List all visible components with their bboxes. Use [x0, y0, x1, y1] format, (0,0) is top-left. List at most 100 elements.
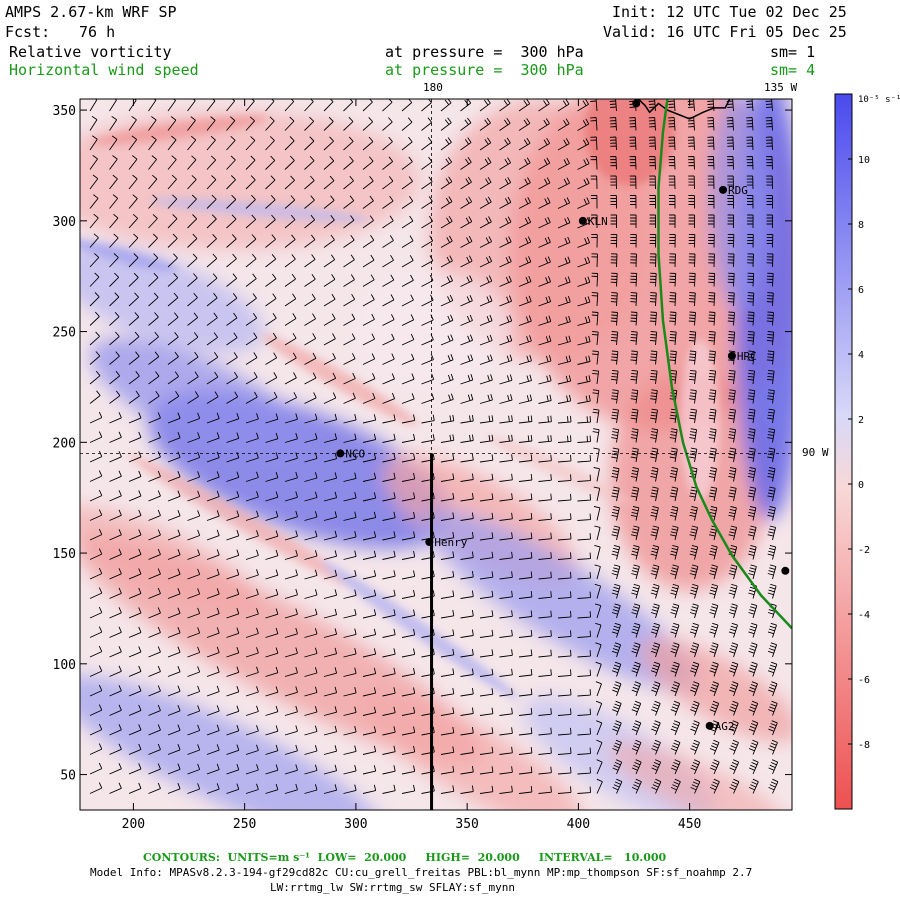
wind-barb: [765, 156, 773, 170]
wind-barb: [631, 583, 641, 599]
wind-barb: [128, 390, 140, 404]
wind-barb: [577, 474, 591, 482]
wind-barb: [323, 472, 338, 482]
wind-barb: [499, 727, 513, 736]
wind-barb: [362, 550, 377, 560]
wind-barb: [538, 295, 552, 307]
wind-barb: [499, 551, 513, 560]
wind-barb: [670, 681, 680, 697]
wind-barb: [109, 782, 122, 794]
wind-barb: [593, 447, 600, 463]
wind-barb: [630, 486, 640, 502]
wind-barb: [689, 467, 698, 482]
wind-barb: [128, 568, 142, 580]
wind-barb: [499, 571, 513, 580]
wind-barb: [708, 467, 717, 482]
wind-barb: [669, 428, 678, 443]
wind-barb: [460, 157, 472, 170]
wind-barb: [590, 99, 598, 112]
wind-barb: [538, 137, 551, 151]
wind-barb: [206, 273, 218, 287]
wind-barb: [148, 135, 157, 151]
wind-barb: [343, 413, 357, 424]
wind-barb: [109, 331, 120, 346]
wind-barb: [479, 571, 494, 580]
wind-barb: [499, 629, 513, 638]
wind-barb: [610, 233, 618, 248]
station-marker: [719, 185, 728, 194]
wind-barb: [557, 315, 571, 326]
wind-barb: [707, 195, 715, 209]
wind-barb: [362, 333, 376, 346]
model-title: AMPS 2.67-km WRF SP: [5, 3, 177, 21]
wind-barb: [187, 194, 197, 209]
wind-barb: [440, 726, 455, 736]
wind-barb: [323, 530, 338, 541]
wind-barb: [167, 233, 178, 248]
wind-barb: [284, 491, 298, 502]
wind-barb: [499, 137, 511, 151]
wind-barb: [577, 355, 591, 365]
wind-barb: [479, 216, 492, 229]
wind-barb: [128, 174, 138, 190]
wind-barb: [226, 510, 240, 521]
wind-barb: [767, 642, 778, 658]
wind-barb: [206, 292, 218, 307]
wind-barb: [766, 175, 773, 190]
wind-barb: [557, 197, 571, 209]
wind-barb: [609, 136, 617, 151]
wind-barb: [479, 512, 494, 521]
wind-barb: [557, 747, 572, 755]
wind-barb: [577, 435, 591, 443]
wind-barb: [226, 253, 237, 268]
wind-barb: [440, 99, 452, 112]
wind-barb: [245, 608, 259, 619]
wind-barb: [479, 196, 492, 209]
wind-barb: [206, 432, 220, 443]
wind-barb: [167, 783, 181, 794]
wind-barb: [89, 645, 103, 658]
wind-barb: [610, 311, 618, 326]
wind-barb: [577, 591, 591, 599]
wind-barb: [343, 589, 357, 599]
wind-barb: [323, 175, 335, 190]
wind-barb: [518, 256, 532, 268]
wind-barb: [669, 272, 677, 287]
wind-barb: [557, 415, 572, 424]
wind-barb: [284, 136, 295, 151]
wind-barb: [518, 688, 533, 697]
wind-barb: [767, 506, 776, 521]
wind-barb: [89, 489, 103, 502]
wind-barb: [128, 607, 142, 619]
wind-barb: [109, 470, 122, 482]
wind-barb: [265, 391, 278, 404]
wind-barb: [167, 490, 181, 502]
wind-barb: [304, 195, 315, 209]
wind-barb: [649, 233, 657, 248]
wind-barb: [226, 371, 238, 385]
wind-barb: [226, 293, 238, 307]
wind-barb: [148, 412, 161, 424]
wind-barb: [167, 214, 178, 229]
wind-barb: [265, 549, 279, 560]
wind-barb: [440, 492, 455, 502]
wind-barb: [612, 681, 622, 697]
wind-barb: [187, 529, 201, 541]
wind-barb: [649, 292, 657, 307]
wind-barb: [518, 394, 533, 404]
wind-barb: [499, 512, 513, 521]
wind-barb: [128, 470, 142, 482]
wind-barb: [401, 472, 416, 482]
wind-barb: [440, 215, 453, 229]
wind-barb: [109, 607, 122, 619]
wind-barb: [167, 549, 181, 560]
station-label: AG2: [715, 720, 735, 733]
wind-barb: [479, 393, 493, 404]
wind-barb: [421, 215, 433, 229]
wind-barb: [577, 158, 590, 170]
wind-barb: [343, 293, 356, 307]
wind-barb: [538, 552, 552, 560]
wind-barb: [689, 486, 698, 502]
wind-barb: [148, 351, 160, 365]
wind-barb: [382, 333, 395, 346]
